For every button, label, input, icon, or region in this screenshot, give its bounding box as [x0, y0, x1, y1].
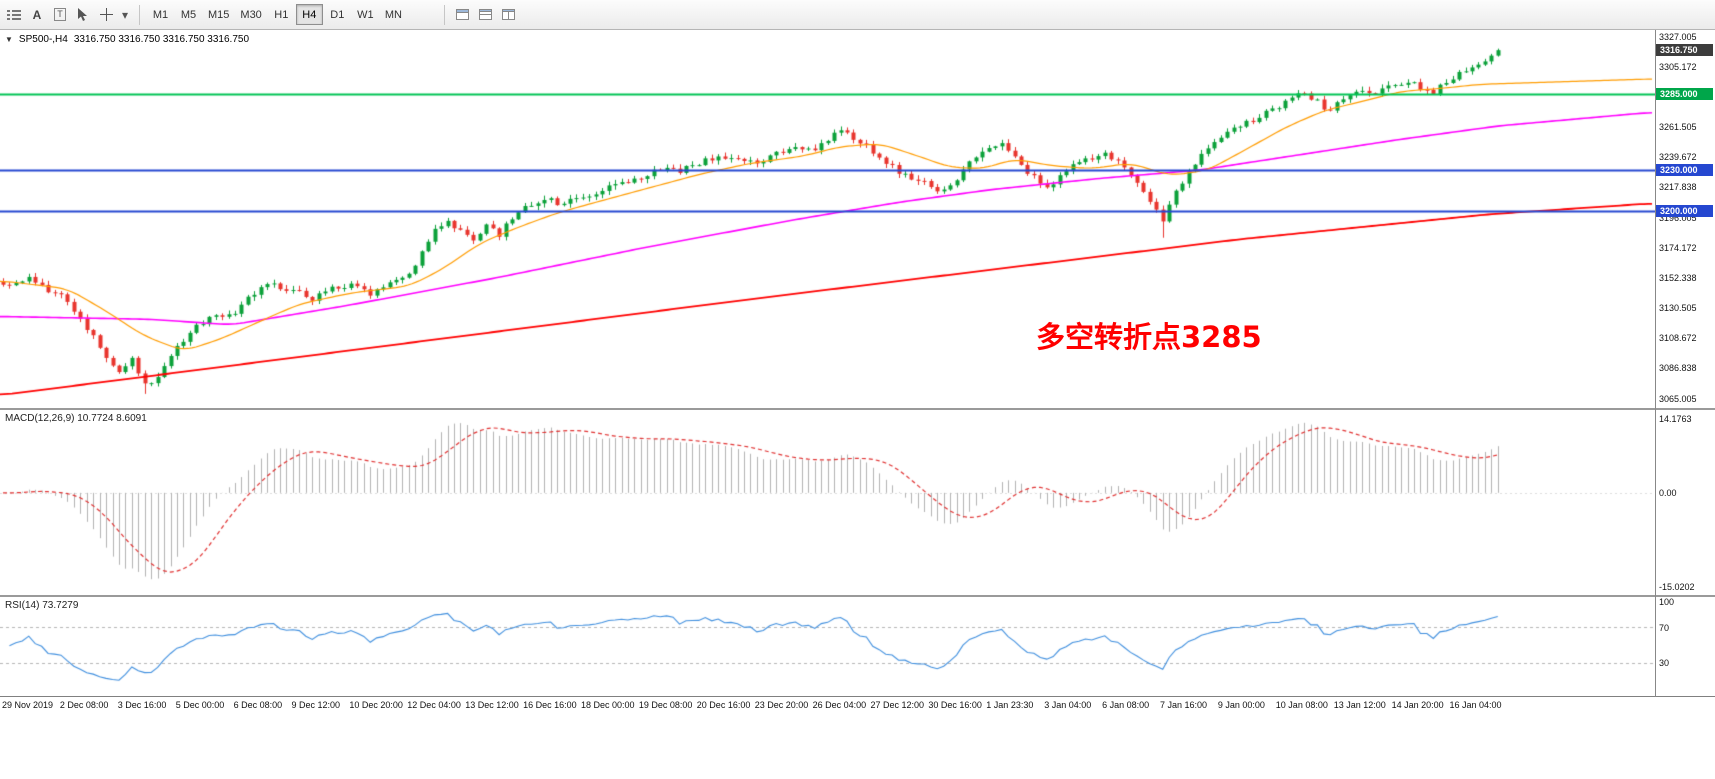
window-tile-horizontal-glyph: [479, 9, 493, 20]
cursor-tool-icon[interactable]: [72, 4, 94, 26]
text-label-glyph: T: [54, 8, 66, 21]
timeframe-d1-button[interactable]: D1: [324, 4, 351, 25]
rsi-axis-label: 30: [1659, 658, 1670, 669]
timeframe-h4-button[interactable]: H4: [295, 4, 323, 25]
time-axis-label: 12 Dec 04:00: [407, 700, 461, 710]
time-axis-label: 1 Jan 23:30: [986, 700, 1034, 710]
rsi-label: RSI(14) 73.7279: [5, 600, 79, 611]
time-axis-label: 13 Dec 12:00: [465, 700, 519, 710]
macd-axis[interactable]: 14.1763 0.00 -15.0202: [1656, 410, 1715, 595]
rsi-axis-label: 100: [1659, 597, 1675, 607]
rsi-axis[interactable]: 100 70 30: [1656, 597, 1715, 696]
price-axis-tick: 3174.172: [1659, 242, 1697, 253]
window-tile-vertical-glyph: [502, 9, 516, 20]
panel-splitter[interactable]: [0, 408, 1715, 410]
timeframe-m5-button[interactable]: M5: [175, 4, 202, 25]
main-chart-panel: ▼ SP500-,H4 3316.750 3316.750 3316.750 3…: [0, 30, 1655, 408]
price-axis-tick: 3108.672: [1659, 333, 1697, 344]
timeframe-mn-button[interactable]: MN: [380, 4, 407, 25]
time-axis-label: 30 Dec 16:00: [928, 700, 982, 710]
toolbar: A T ▾ M1 M5 M15 M30 H1 H4 D1 W1 MN: [0, 0, 1715, 30]
time-axis-label: 14 Jan 20:00: [1391, 700, 1444, 710]
price-chart-canvas[interactable]: [0, 30, 1655, 408]
price-axis-tick: 3065.005: [1659, 393, 1697, 404]
timeframe-w1-button[interactable]: W1: [352, 4, 379, 25]
price-axis-tick: 3130.505: [1659, 303, 1697, 313]
objects-list-icon[interactable]: [3, 4, 25, 26]
price-axis-tick: 3086.838: [1659, 363, 1697, 374]
time-axis-label: 18 Dec 00:00: [581, 700, 635, 710]
time-axis-label: 9 Dec 12:00: [291, 700, 341, 710]
time-axis-label: 3 Jan 04:00: [1044, 700, 1092, 710]
timeframe-m15-button[interactable]: M15: [203, 4, 234, 25]
macd-axis-label: -15.0202: [1659, 582, 1695, 592]
time-axis[interactable]: 29 Nov 2019 2 Dec 08:00 3 Dec 16:00 5 Dec 0…: [0, 697, 1655, 715]
window-tile-vertical-icon[interactable]: [498, 4, 520, 26]
price-tag[interactable]: 3200.000: [1656, 204, 1713, 217]
time-axis-label: 2 Dec 08:00: [59, 700, 109, 710]
time-axis-divider: [0, 696, 1715, 697]
time-axis-label: 26 Dec 04:00: [812, 700, 867, 710]
symbol-ohlc: 3316.750 3316.750 3316.750 3316.750: [73, 34, 250, 45]
price-tag[interactable]: 3285.000: [1656, 87, 1713, 100]
crosshair-tool-icon[interactable]: [95, 4, 117, 26]
macd-axis-label: 14.1763: [1659, 414, 1692, 424]
time-axis-label: 19 Dec 08:00: [638, 700, 693, 710]
window-tile-horizontal-icon[interactable]: [475, 4, 497, 26]
time-axis-label: 7 Jan 16:00: [1160, 700, 1208, 710]
price-axis-tick: 3239.672: [1659, 152, 1697, 163]
time-axis-label: 6 Jan 08:00: [1102, 700, 1150, 710]
time-axis-label: 16 Dec 16:00: [523, 700, 577, 710]
panel-splitter[interactable]: [0, 595, 1715, 597]
price-tag[interactable]: 3230.000: [1656, 163, 1713, 176]
symbol-title: SP500-,H4: [18, 34, 68, 45]
time-axis-label: 10 Dec 20:00: [349, 700, 403, 710]
text-tool-icon[interactable]: A: [32, 7, 42, 22]
price-axis-tick: 3152.338: [1659, 272, 1697, 283]
macd-panel: MACD(12,26,9) 10.7724 8.6091: [0, 410, 1655, 595]
timeframe-h1-button[interactable]: H1: [268, 4, 295, 25]
window-cascade-icon[interactable]: [452, 4, 474, 26]
toolbar-separator: [139, 4, 140, 25]
time-axis-label: 9 Jan 00:00: [1217, 700, 1265, 710]
drawing-tools-dropdown[interactable]: ▾: [121, 7, 129, 22]
rsi-panel: RSI(14) 73.7279: [0, 597, 1655, 696]
macd-label: MACD(12,26,9) 10.7724 8.6091: [5, 413, 147, 424]
time-axis-label: 3 Dec 16:00: [117, 700, 167, 710]
chart-collapse-icon[interactable]: ▼: [5, 35, 13, 44]
time-axis-label: 20 Dec 16:00: [696, 700, 751, 710]
price-axis-tick: 3217.838: [1659, 182, 1697, 193]
chart-symbol-label: ▼ SP500-,H4 3316.750 3316.750 3316.750 3…: [5, 34, 249, 45]
price-axis-tick: 3327.005: [1659, 31, 1697, 42]
macd-axis-label: 0.00: [1659, 487, 1677, 498]
price-axis-tick: 3261.505: [1659, 122, 1697, 132]
objects-list-glyph: [7, 9, 21, 20]
time-axis-label: 10 Jan 08:00: [1275, 700, 1328, 710]
toolbar-separator: [443, 4, 445, 25]
macd-indicator-canvas[interactable]: [0, 410, 1655, 595]
timeframe-m30-button[interactable]: M30: [235, 4, 266, 25]
price-axis-divider: [1655, 30, 1656, 697]
time-axis-label: 6 Dec 08:00: [233, 700, 283, 710]
cursor-glyph: [78, 7, 87, 21]
time-axis-label: 13 Jan 12:00: [1333, 700, 1386, 710]
window-cascade-glyph: [456, 9, 470, 20]
rsi-axis-label: 70: [1659, 622, 1670, 633]
timeframe-m1-button[interactable]: M1: [147, 4, 174, 25]
price-axis[interactable]: 3327.0053305.1723283.3383261.5053239.672…: [1656, 30, 1715, 408]
price-tag[interactable]: 3316.750: [1656, 43, 1713, 56]
price-axis-tick: 3196.005: [1659, 212, 1697, 223]
time-axis-label: 23 Dec 20:00: [754, 700, 809, 710]
timeframe-group: M1 M5 M15 M30 H1 H4 D1 W1 MN: [147, 4, 407, 25]
crosshair-glyph: [99, 8, 113, 21]
time-axis-label: 29 Nov 2019: [2, 700, 54, 710]
time-axis-label: 16 Jan 04:00: [1449, 700, 1502, 710]
time-axis-label: 27 Dec 12:00: [870, 700, 925, 710]
chart-window: ▼ SP500-,H4 3316.750 3316.750 3316.750 3…: [0, 30, 1715, 779]
price-axis-tick: 3305.172: [1659, 61, 1697, 72]
text-label-tool-icon[interactable]: T: [49, 4, 71, 26]
rsi-indicator-canvas[interactable]: [0, 597, 1655, 696]
time-axis-label: 5 Dec 00:00: [175, 700, 225, 710]
chart-annotation-text[interactable]: 多空转折点3285: [1036, 320, 1262, 354]
